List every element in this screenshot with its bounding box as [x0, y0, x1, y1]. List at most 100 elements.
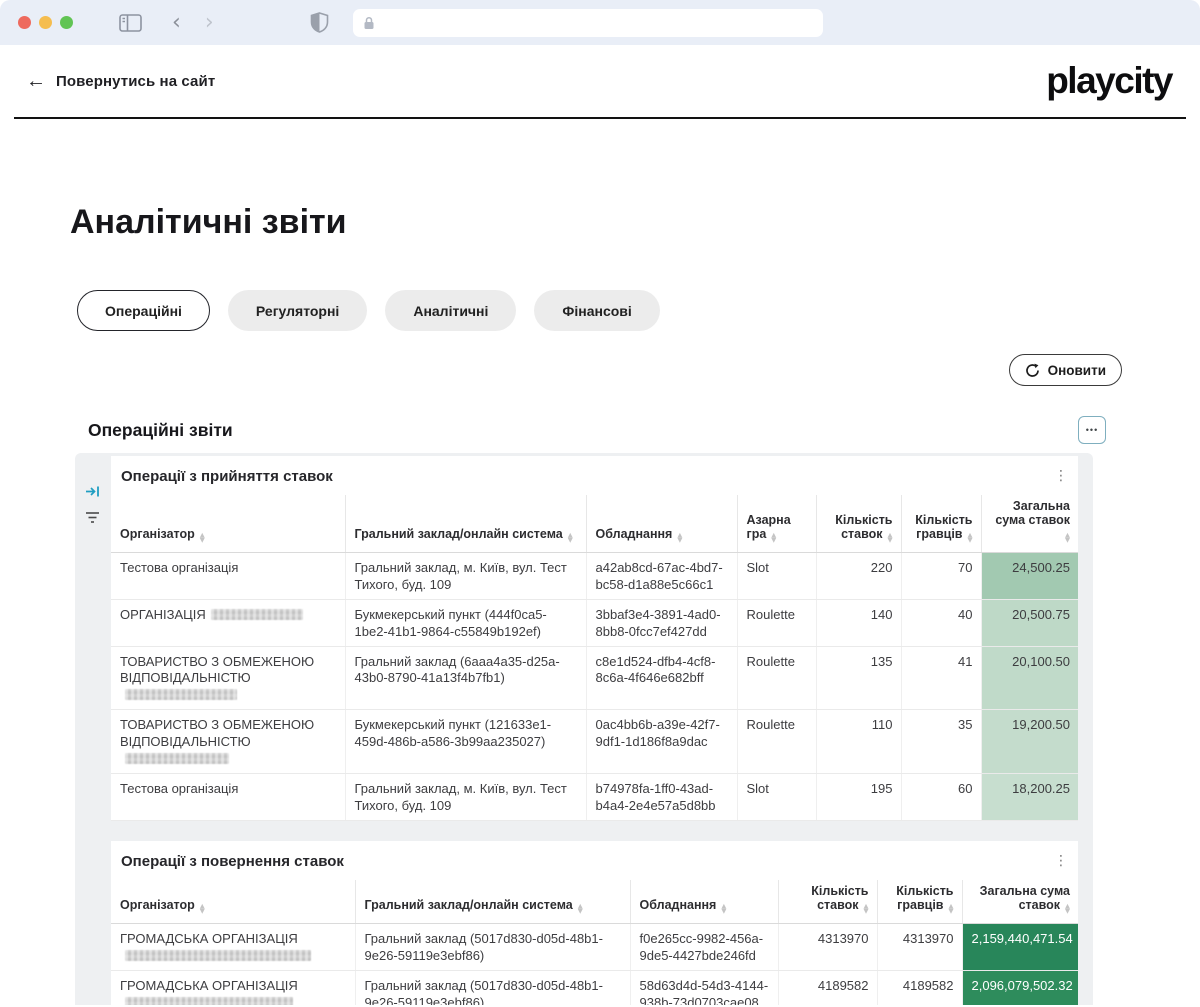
bets-returned-table: Організатор Гральний заклад/онлайн систе… [111, 880, 1078, 1005]
table-row[interactable]: ОРГАНІЗАЦІЯ Букмекерський пункт (444f0ca… [111, 599, 1078, 647]
cell-organizer: ТОВАРИСТВО З ОБМЕЖЕНОЮ ВІДПОВІДАЛЬНІСТЮ [111, 820, 345, 821]
col-organizer[interactable]: Організатор [111, 880, 355, 924]
cell-total: 2,096,079,502.32 [961, 970, 1078, 1005]
filter-button[interactable] [85, 511, 100, 524]
cell-bets: 4189582 [777, 970, 877, 1005]
address-bar[interactable] [352, 8, 823, 37]
cell-equipment: 58d63d4d-54d3-4144-938b-73d0703cae08 [629, 970, 778, 1005]
collapse-panel-button[interactable] [85, 485, 100, 498]
header-divider [14, 117, 1186, 119]
tab-analytical[interactable]: Аналітичні [385, 290, 517, 331]
table-row[interactable]: ГРОМАДСЬКА ОРГАНІЗАЦІЯ Гральний заклад (… [111, 923, 1078, 971]
cell-game: Roulette [736, 646, 816, 711]
cell-players: 70 [900, 552, 981, 600]
bets-accepted-table: Організатор Гральний заклад/онлайн систе… [111, 495, 1078, 821]
sidebar-icon [119, 13, 142, 32]
close-window-button[interactable] [18, 16, 31, 29]
sort-icon[interactable] [1065, 533, 1070, 543]
col-players-count[interactable]: Кількість гравців [876, 880, 962, 924]
redacted-text [125, 689, 237, 701]
sort-icon[interactable] [888, 533, 893, 543]
table-row[interactable]: ТОВАРИСТВО З ОБМЕЖЕНОЮ ВІДПОВІДАЛЬНІСТЮ … [111, 709, 1078, 774]
sort-icon[interactable] [200, 533, 205, 543]
cell-players: 4313970 [876, 923, 962, 971]
sort-icon[interactable] [721, 904, 726, 914]
app-topbar: ← Повернутись на сайт playcity [0, 45, 1200, 117]
card-menu-button[interactable]: ⋮ [1054, 467, 1068, 483]
table-header-row: Організатор Гральний заклад/онлайн систе… [111, 880, 1078, 924]
cell-total: 2,159,440,471.54 [961, 923, 1078, 971]
section-title: Операційні звіти [88, 419, 233, 440]
cell-players: 60 [900, 773, 981, 821]
sort-icon[interactable] [1065, 904, 1070, 914]
tab-financial[interactable]: Фінансові [534, 290, 660, 331]
col-equipment[interactable]: Обладнання [585, 495, 737, 553]
cell-equipment: c8e1d524-dfb4-4cf8-8c6a-4f646e682bff [585, 646, 737, 711]
cell-game: Roulette [736, 599, 816, 647]
col-organizer[interactable]: Організатор [111, 495, 345, 553]
col-total-sum[interactable]: Загальна сума ставок [961, 880, 1078, 924]
sidebar-toggle-button[interactable] [119, 13, 142, 32]
col-game[interactable]: Азарна гра [736, 495, 816, 553]
redacted-text [210, 608, 303, 620]
back-nav-button[interactable]: ‹ [172, 9, 181, 35]
cell-organizer: Тестова організація [111, 552, 345, 600]
refresh-button[interactable]: Оновити [1008, 354, 1122, 386]
tab-regulatory[interactable]: Регуляторні [227, 290, 368, 331]
cell-players: 4189582 [876, 970, 962, 1005]
page-title: Аналітичні звіти [70, 203, 347, 241]
sort-icon[interactable] [864, 904, 869, 914]
table-row[interactable]: Тестова організація Гральний заклад, м. … [111, 552, 1078, 600]
card-menu-button[interactable]: ⋮ [1054, 852, 1068, 868]
card-bets-accepted: Операції з прийняття ставок ⋮ Організато… [111, 456, 1078, 821]
cell-bets: 140 [815, 599, 901, 647]
back-to-site-label: Повернутись на сайт [56, 72, 216, 90]
cell-total: 16,800.00 [980, 820, 1078, 821]
table-row[interactable]: ТОВАРИСТВО З ОБМЕЖЕНОЮ ВІДПОВІДАЛЬНІСТЮ … [111, 820, 1078, 821]
cell-equipment: 0ac4bb6b-a39e-42f7-9df1-1d186f8a9dac [585, 709, 737, 774]
sort-icon[interactable] [568, 533, 573, 543]
sort-icon[interactable] [771, 533, 776, 543]
cell-game: Roulette [736, 709, 816, 774]
sort-icon[interactable] [200, 904, 205, 914]
section-more-button[interactable]: ••• [1078, 416, 1106, 444]
sort-icon[interactable] [949, 904, 954, 914]
shield-button[interactable] [310, 12, 329, 33]
maximize-window-button[interactable] [60, 16, 73, 29]
cell-total: 18,200.25 [980, 773, 1078, 821]
back-to-site-link[interactable]: ← Повернутись на сайт [26, 71, 215, 91]
col-total-sum[interactable]: Загальна сума ставок [980, 495, 1078, 553]
shield-icon [310, 12, 328, 33]
cell-equipment: f0e265cc-9982-456a-9de5-4427bde246fd [629, 923, 778, 971]
sort-icon[interactable] [578, 904, 583, 914]
cell-venue: Букмекерський пункт (121633e1-459d-486b-… [344, 709, 586, 774]
col-equipment[interactable]: Обладнання [629, 880, 778, 924]
tab-operational[interactable]: Операційні [77, 290, 210, 331]
cell-equipment: b74978fa-1ff0-43ad-b4a4-2e4e57a5d8bb [585, 773, 737, 821]
cell-venue: Гральний заклад (5017d830-d05d-48b1-9e26… [354, 970, 630, 1005]
col-venue[interactable]: Гральний заклад/онлайн система [354, 880, 630, 924]
cell-bets: 180 [815, 820, 901, 821]
cell-organizer: ТОВАРИСТВО З ОБМЕЖЕНОЮ ВІДПОВІДАЛЬНІСТЮ [111, 709, 345, 774]
cell-players: 41 [900, 646, 981, 711]
sort-icon[interactable] [677, 533, 682, 543]
redacted-text [125, 996, 293, 1005]
col-venue[interactable]: Гральний заклад/онлайн система [344, 495, 586, 553]
cell-venue: Гральний заклад (6aaa4a35-d25a-43b0-8790… [344, 646, 586, 711]
browser-chrome: ‹ › [0, 0, 1200, 45]
cell-venue: Букмекерський пункт (444f0ca5-1be2-41b1-… [344, 599, 586, 647]
table-row[interactable]: ГРОМАДСЬКА ОРГАНІЗАЦІЯ Гральний заклад (… [111, 970, 1078, 1005]
table-row[interactable]: Тестова організація Гральний заклад, м. … [111, 773, 1078, 821]
dashboard-container: Операції з прийняття ставок ⋮ Організато… [75, 453, 1093, 1005]
col-bets-count[interactable]: Кількість ставок [815, 495, 901, 553]
report-type-tabs: Операційні Регуляторні Аналітичні Фінанс… [77, 290, 1200, 331]
cell-game: Slot [736, 773, 816, 821]
forward-nav-button[interactable]: › [204, 9, 214, 35]
table-row[interactable]: ТОВАРИСТВО З ОБМЕЖЕНОЮ ВІДПОВІДАЛЬНІСТЮ … [111, 646, 1078, 711]
minimize-window-button[interactable] [39, 16, 52, 29]
cell-game: Slot [736, 552, 816, 600]
sort-icon[interactable] [968, 533, 973, 543]
col-bets-count[interactable]: Кількість ставок [777, 880, 877, 924]
cell-players: 40 [900, 599, 981, 647]
col-players-count[interactable]: Кількість гравців [900, 495, 981, 553]
